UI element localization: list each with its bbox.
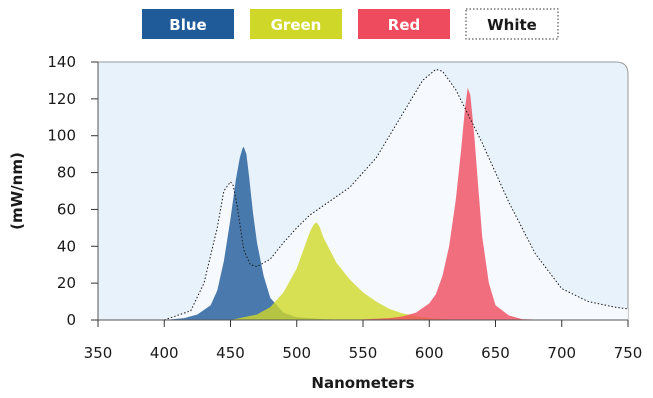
legend: Blue Green Red White [142, 8, 559, 40]
y-tick-label: 60 [57, 200, 76, 218]
series-blue-area [164, 146, 350, 320]
legend-label: Blue [169, 16, 206, 34]
x-tick-label: 650 [481, 344, 510, 362]
legend-label: Green [271, 16, 322, 34]
series-white-line [164, 68, 629, 321]
x-tick-label: 550 [349, 344, 378, 362]
legend-swatch [465, 8, 559, 40]
series-group [164, 68, 629, 321]
series-green-area [230, 222, 456, 320]
y-tick-label: 80 [57, 164, 76, 182]
legend-item-white: White [465, 8, 559, 40]
y-tick-label: 20 [57, 274, 76, 292]
x-tick-label: 450 [216, 344, 245, 362]
x-tick-label: 400 [150, 344, 179, 362]
legend-item-red: Red [358, 9, 450, 39]
x-tick-label: 350 [84, 344, 113, 362]
legend-swatch [250, 9, 342, 39]
x-tick-label: 600 [415, 344, 444, 362]
legend-item-blue: Blue [142, 9, 234, 39]
y-tick-label: 140 [47, 53, 76, 71]
legend-swatch [358, 9, 450, 39]
legend-label: White [487, 16, 537, 34]
x-axis-title: Nanometers [311, 374, 414, 392]
legend-swatch [142, 9, 234, 39]
legend-item-green: Green [250, 9, 342, 39]
y-tick-label: 100 [47, 127, 76, 145]
legend-label: Red [388, 16, 420, 34]
y-tick-label: 0 [66, 311, 76, 329]
y-tick-label: 120 [47, 90, 76, 108]
x-tick-label: 750 [614, 344, 643, 362]
y-tick-label: 40 [57, 237, 76, 255]
white-area-fill [164, 69, 628, 320]
x-tick-label: 700 [547, 344, 576, 362]
series-red-area [349, 87, 549, 320]
x-tick-label: 500 [282, 344, 311, 362]
y-axis-title: (mW/nm) [8, 152, 26, 230]
axes: 350 400 450 500 550 600 650 700 750 0 20 40 60 80 100 1… [47, 53, 642, 362]
